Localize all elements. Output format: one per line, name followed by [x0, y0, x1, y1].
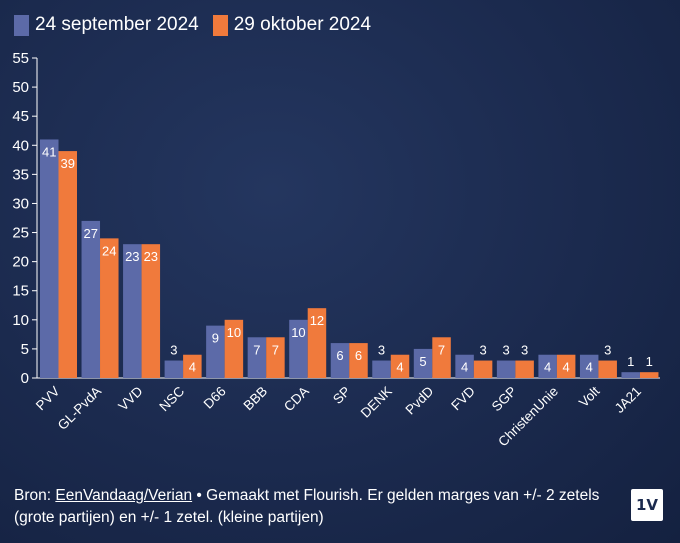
bar-VVD-series-1	[123, 244, 142, 378]
data-label-PVV-series-2: 39	[61, 156, 75, 171]
data-label-SGP-series-2: 3	[521, 343, 528, 358]
data-label-BBB-series-2: 7	[272, 342, 279, 357]
x-tick-label-JA21: JA21	[612, 384, 644, 416]
bar-DENK-series-1	[372, 360, 391, 378]
footer-note: Bron: EenVandaag/Verian • Gemaakt met Fl…	[14, 485, 614, 529]
footer-text: • Gemaakt met Flourish. Er gelden marges…	[14, 487, 600, 526]
data-label-SP-series-2: 6	[355, 348, 362, 363]
x-tick-label-BBB: BBB	[241, 384, 271, 414]
bar-D66-series-1	[206, 325, 225, 378]
data-label-PvdD-series-1: 5	[419, 354, 426, 369]
eenvandaag-logo: 1V	[631, 489, 663, 521]
data-label-JA21-series-2: 1	[646, 354, 653, 369]
footer-prefix: Bron:	[14, 487, 56, 504]
bar-CDA-series-2	[307, 308, 327, 378]
data-label-GL-PvdA-series-1: 27	[84, 226, 98, 241]
data-label-ChristenUnie-series-1: 4	[544, 360, 551, 375]
bar-PvdD-series-1	[413, 348, 433, 378]
y-tick-label: 20	[12, 254, 29, 271]
y-tick-label: 0	[21, 370, 29, 387]
bar-D66-series-2	[224, 319, 244, 378]
bar-CDA-series-1	[289, 319, 308, 378]
bar-ChristenUnie-series-1	[538, 354, 557, 378]
bar-DENK-series-2	[390, 354, 410, 378]
data-label-BBB-series-1: 7	[253, 342, 260, 357]
bar-FVD-series-2	[473, 360, 493, 378]
x-tick-label-D66: D66	[201, 384, 229, 412]
bar-BBB-series-1	[247, 337, 267, 378]
x-tick-label-Volt: Volt	[576, 383, 603, 410]
bar-PVV-series-2	[58, 151, 77, 378]
data-label-SGP-series-1: 3	[502, 343, 509, 358]
x-tick-label-DENK: DENK	[358, 384, 395, 421]
bar-GL-PvdA-series-2	[100, 238, 119, 378]
bar-NSC-series-1	[164, 360, 184, 378]
y-tick-label: 55	[12, 50, 29, 67]
x-tick-label-SP: SP	[330, 384, 353, 407]
bar-SP-series-2	[349, 343, 368, 378]
x-tick-label-SGP: SGP	[489, 384, 520, 415]
bar-FVD-series-1	[455, 354, 474, 378]
legend-swatch-series-2	[212, 14, 228, 36]
data-label-VVD-series-1: 23	[125, 249, 139, 264]
data-label-FVD-series-2: 3	[479, 343, 486, 358]
bar-JA21-series-1	[621, 372, 640, 378]
bar-BBB-series-2	[266, 337, 285, 378]
bar-PVV-series-1	[40, 139, 59, 378]
y-tick-label: 25	[12, 225, 29, 242]
data-label-DENK-series-2: 4	[396, 360, 403, 375]
y-tick-label: 5	[21, 341, 29, 358]
data-label-NSC-series-2: 4	[189, 360, 196, 375]
x-tick-label-NSC: NSC	[156, 383, 187, 414]
data-label-ChristenUnie-series-2: 4	[563, 360, 570, 375]
x-tick-label-CDA: CDA	[281, 384, 312, 415]
bar-SP-series-1	[330, 343, 350, 378]
bar-GL-PvdA-series-1	[81, 220, 101, 378]
y-tick-label: 35	[12, 166, 29, 183]
data-label-DENK-series-1: 3	[378, 343, 385, 358]
y-tick-label: 50	[12, 79, 29, 96]
data-label-NSC-series-1: 3	[170, 343, 177, 358]
x-tick-label-FVD: FVD	[448, 383, 478, 413]
bar-VVD-series-2	[141, 244, 161, 378]
data-label-FVD-series-1: 4	[461, 360, 468, 375]
data-label-D66-series-2: 10	[227, 325, 241, 340]
data-label-PVV-series-1: 41	[42, 144, 56, 159]
bar-SGP-series-1	[496, 360, 516, 378]
y-tick-label: 10	[12, 312, 29, 329]
data-label-CDA-series-1: 10	[291, 325, 305, 340]
legend-swatch-series-1	[14, 14, 29, 36]
y-tick-label: 40	[12, 137, 29, 154]
bar-Volt-series-1	[579, 354, 599, 378]
y-tick-label: 30	[12, 195, 29, 212]
x-tick-label-PVV: PVV	[33, 384, 63, 414]
bar-Volt-series-2	[598, 360, 617, 378]
data-label-JA21-series-1: 1	[627, 354, 634, 369]
bar-SGP-series-2	[515, 360, 534, 378]
y-tick-label: 15	[12, 283, 29, 300]
data-label-VVD-series-2: 23	[144, 249, 158, 264]
bar-NSC-series-2	[183, 354, 202, 378]
y-tick-label: 45	[12, 108, 29, 125]
x-tick-label-GL-PvdA: GL-PvdA	[55, 384, 104, 433]
data-label-PvdD-series-2: 7	[438, 342, 445, 357]
data-label-SP-series-1: 6	[336, 348, 343, 363]
legend-label-series-2: 29 oktober 2024	[233, 14, 372, 35]
bar-JA21-series-2	[639, 372, 659, 378]
x-tick-label-VVD: VVD	[115, 383, 145, 413]
legend-item-series-1[interactable]: 24 september 2024	[14, 14, 199, 36]
data-label-Volt-series-2: 3	[604, 343, 611, 358]
source-link[interactable]: EenVandaag/Verian	[55, 487, 193, 504]
legend-item-series-2[interactable]: 29 oktober 2024	[212, 14, 372, 36]
bar-ChristenUnie-series-2	[556, 354, 576, 378]
legend-label-series-1: 24 september 2024	[35, 14, 199, 35]
bar-chart: 05101520253035404550554139PVV2724GL-PvdA…	[12, 50, 659, 433]
data-label-CDA-series-2: 12	[310, 313, 324, 328]
data-label-Volt-series-1: 4	[586, 360, 593, 375]
legend: 24 september 2024 29 oktober 2024	[14, 14, 371, 36]
data-label-GL-PvdA-series-2: 24	[102, 243, 116, 258]
bar-PvdD-series-2	[432, 337, 451, 378]
x-tick-label-PvdD: PvdD	[402, 383, 436, 417]
data-label-D66-series-1: 9	[212, 331, 219, 346]
